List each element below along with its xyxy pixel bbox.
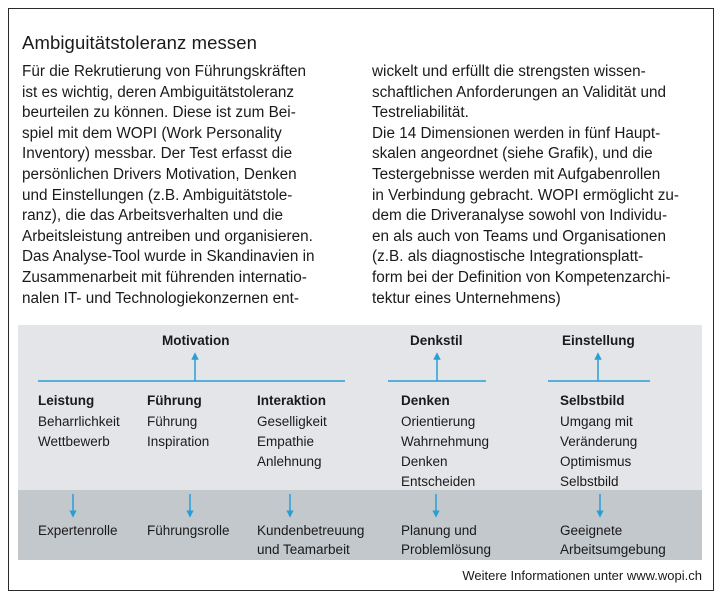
body-line: nalen IT- und Technologiekonzernen ent- [22, 289, 299, 307]
category-item: Führung [147, 414, 198, 429]
role-label: Expertenrolle [38, 523, 118, 538]
role-label: Geeignete [560, 523, 623, 538]
role-label: Kundenbetreuung [257, 523, 365, 538]
body-line: Das Analyse-Tool wurde in Skandinavien i… [22, 248, 315, 266]
category-title: Denken [401, 393, 450, 408]
category-title: Selbstbild [560, 393, 625, 408]
category-interaktion: Interaktion Geselligkeit Empathie Anlehn… [257, 391, 327, 472]
body-line: Testreliabilität. [372, 104, 469, 122]
body-line: form bei der Definition von Kompetenzarc… [372, 268, 671, 286]
category-title: Führung [147, 393, 202, 408]
category-item: Geselligkeit [257, 414, 327, 429]
role-expertenrolle: Expertenrolle [38, 521, 118, 540]
category-item: Selbstbild [560, 474, 619, 489]
category-fuehrung: Führung Führung Inspiration [147, 391, 209, 452]
body-line: Arbeitsleistung antreiben und organisier… [22, 227, 313, 245]
body-line: (z.B. als diagnostische Integrationsplat… [372, 248, 644, 266]
diagram-drivers-panel [18, 325, 702, 490]
category-item: Anlehnung [257, 454, 322, 469]
body-column-left: Für die Rekrutierung von Führungskräften… [22, 62, 354, 309]
role-label: Arbeitsumgebung [560, 542, 666, 557]
category-item: Optimismus [560, 454, 632, 469]
body-line: und Einstellungen (z.B. Ambiguitätstole- [22, 186, 293, 204]
role-fuehrungsrolle: Führungsrolle [147, 521, 230, 540]
body-line: spiel mit dem WOPI (Work Personality [22, 124, 282, 142]
category-item: Inspiration [147, 434, 210, 449]
body-line: Zusammenarbeit mit führenden internatio- [22, 268, 307, 286]
category-denken: Denken Orientierung Wahrnehmung Denken E… [401, 391, 489, 492]
body-line: skalen angeordnet (siehe Grafik), und di… [372, 145, 653, 163]
body-line: dem die Driveranalyse sowohl von Individ… [372, 207, 668, 225]
header-einstellung: Einstellung [562, 333, 635, 348]
role-arbeitsumgebung: Geeignete Arbeitsumgebung [560, 521, 666, 559]
category-title: Leistung [38, 393, 95, 408]
category-item: Wahrnehmung [401, 434, 490, 449]
header-motivation: Motivation [162, 333, 230, 348]
role-kundenbetreuung: Kundenbetreuung und Teamarbeit [257, 521, 364, 559]
body-line: persönlichen Drivers Motivation, Denken [22, 165, 297, 183]
category-leistung: Leistung Beharrlichkeit Wettbewerb [38, 391, 120, 452]
body-line: schaftlichen Anforderungen an Validität … [372, 83, 666, 101]
category-title: Interaktion [257, 393, 327, 408]
category-item: Wettbewerb [38, 434, 110, 449]
category-selbstbild: Selbstbild Umgang mit Veränderung Optimi… [560, 391, 637, 492]
role-label: Problemlösung [401, 542, 492, 557]
body-line: beurteilen zu können. Diese ist zum Bei- [22, 104, 296, 122]
body-line: Testergebnisse werden mit Aufgabenrollen [372, 165, 661, 183]
category-item: Umgang mit [560, 414, 633, 429]
body-column-right: wickelt und erfüllt die strengsten wisse… [372, 62, 704, 309]
body-line: wickelt und erfüllt die strengsten wisse… [372, 63, 646, 80]
body-line: Inventory) messbar. Der Test erfasst die [22, 145, 293, 163]
box-title: Ambiguitätstoleranz messen [22, 32, 257, 53]
body-line: en als auch von Teams und Organisationen [372, 227, 666, 245]
category-item: Orientierung [401, 414, 476, 429]
role-planung: Planung und Problemlösung [401, 521, 491, 559]
category-item: Denken [401, 454, 448, 469]
body-line: ranz), die das Arbeitsverhalten und die [22, 207, 284, 225]
footer-info: Weitere Informationen unter www.wopi.ch [462, 568, 702, 583]
body-line: Die 14 Dimensionen werden in fünf Haupt- [372, 124, 661, 142]
diagram-roles-panel [18, 490, 702, 560]
body-line: Für die Rekrutierung von Führungskräften [22, 63, 306, 80]
body-line: tektur eines Unternehmens) [372, 289, 561, 307]
body-line: in Verbindung gebracht. WOPI ermöglicht … [372, 186, 679, 204]
header-denkstil: Denkstil [410, 333, 463, 348]
category-item: Beharrlichkeit [38, 414, 120, 429]
category-item: Veränderung [560, 434, 638, 449]
category-item: Entscheiden [401, 474, 476, 489]
role-label: Führungsrolle [147, 523, 230, 538]
category-item: Empathie [257, 434, 315, 449]
role-label: Planung und [401, 523, 477, 538]
role-label: und Teamarbeit [257, 542, 350, 557]
body-line: ist es wichtig, deren Ambiguitätstoleran… [22, 83, 295, 101]
